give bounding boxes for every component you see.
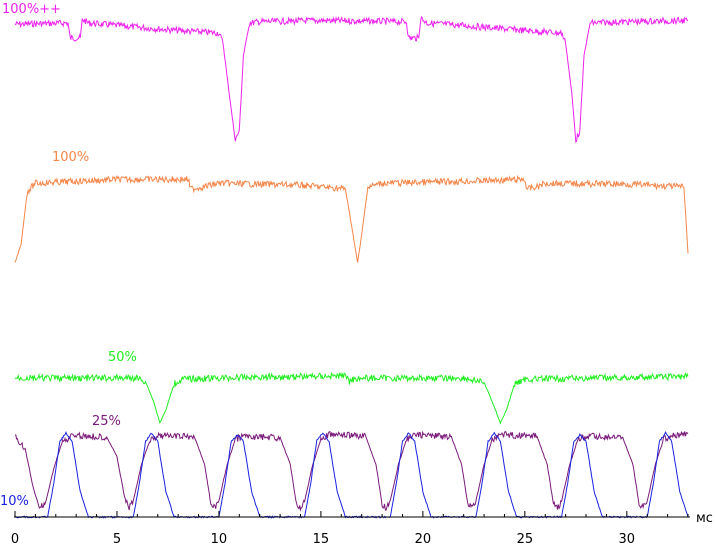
series-line-25: [14, 430, 689, 512]
x-tick-label: 10: [211, 532, 228, 545]
series-line-10: [14, 431, 689, 519]
series-label-25: 25%: [92, 414, 121, 429]
series-label-10: 10%: [0, 494, 29, 509]
x-tick-label: 25: [517, 532, 534, 545]
series-label-100: 100%: [52, 150, 89, 165]
series-line-50: [14, 371, 689, 426]
x-tick-label: 30: [619, 532, 636, 545]
series-label-50: 50%: [108, 350, 137, 365]
series-labels: 100%++ 100% 50% 25% 10%: [0, 2, 137, 509]
x-axis: мс 0 5 10 15 20 25 30: [11, 511, 713, 545]
x-tick-label: 20: [415, 532, 432, 545]
series-line-100: [14, 15, 689, 144]
x-tick-label: 5: [113, 532, 121, 545]
x-axis-unit-label: мс: [696, 511, 713, 526]
x-tick-label: 0: [11, 532, 19, 545]
series-label-100: 100%++: [2, 2, 61, 17]
series-line-100: [14, 174, 689, 263]
x-tick-label: 15: [313, 532, 330, 545]
series-layer: [14, 15, 689, 519]
